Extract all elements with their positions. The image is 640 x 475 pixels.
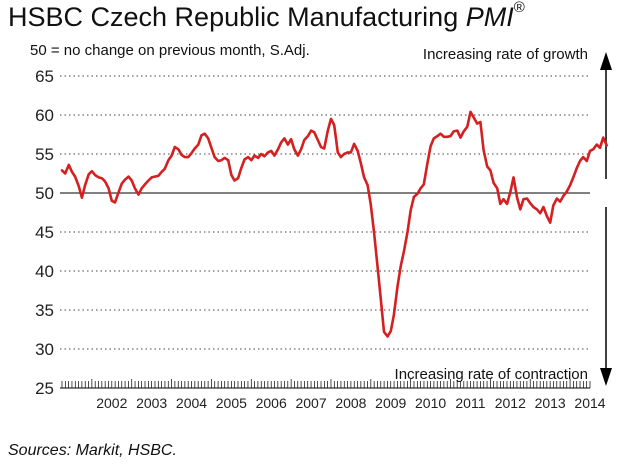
x-tick-label: 2011 — [455, 395, 485, 411]
x-tick-label: 2003 — [136, 395, 167, 411]
growth-annotation: Increasing rate of growth — [422, 46, 588, 63]
registered-mark: ® — [513, 0, 525, 16]
x-tick-label: 2012 — [495, 395, 526, 411]
y-tick-label: 25 — [35, 379, 54, 398]
x-tick-label: 2004 — [176, 395, 207, 411]
contraction-arrowhead — [600, 368, 612, 386]
x-tick-label: 2013 — [535, 395, 566, 411]
x-tick-label: 2006 — [256, 395, 287, 411]
source-note: Sources: Markit, HSBC. — [8, 442, 177, 459]
title-pmi: PMI — [465, 2, 514, 32]
x-tick-label: 2002 — [96, 395, 127, 411]
y-tick-label: 45 — [35, 223, 54, 242]
chart-subtitle: 50 = no change on previous month, S.Adj. — [30, 42, 310, 59]
chart-title: HSBC Czech Republic Manufacturing PMI® — [8, 0, 525, 33]
x-tick-label: 2014 — [574, 395, 605, 411]
y-tick-label: 55 — [35, 145, 54, 164]
x-tick-label: 2010 — [415, 395, 446, 411]
y-tick-label: 35 — [35, 301, 54, 320]
y-tick-label: 40 — [35, 262, 54, 281]
pmi-series-line — [60, 110, 608, 338]
y-tick-label: 50 — [35, 184, 54, 203]
x-tick-label: 2005 — [216, 395, 247, 411]
y-tick-label: 30 — [35, 340, 54, 359]
contraction-annotation: Increasing rate of contraction — [394, 366, 588, 383]
y-tick-label: 60 — [35, 106, 54, 125]
x-tick-label: 2009 — [375, 395, 406, 411]
x-tick-label: 2007 — [295, 395, 326, 411]
growth-arrowhead — [600, 52, 612, 70]
x-tick-label: 2008 — [335, 395, 366, 411]
title-main: HSBC Czech Republic Manufacturing — [8, 2, 466, 32]
y-tick-label: 65 — [35, 67, 54, 86]
